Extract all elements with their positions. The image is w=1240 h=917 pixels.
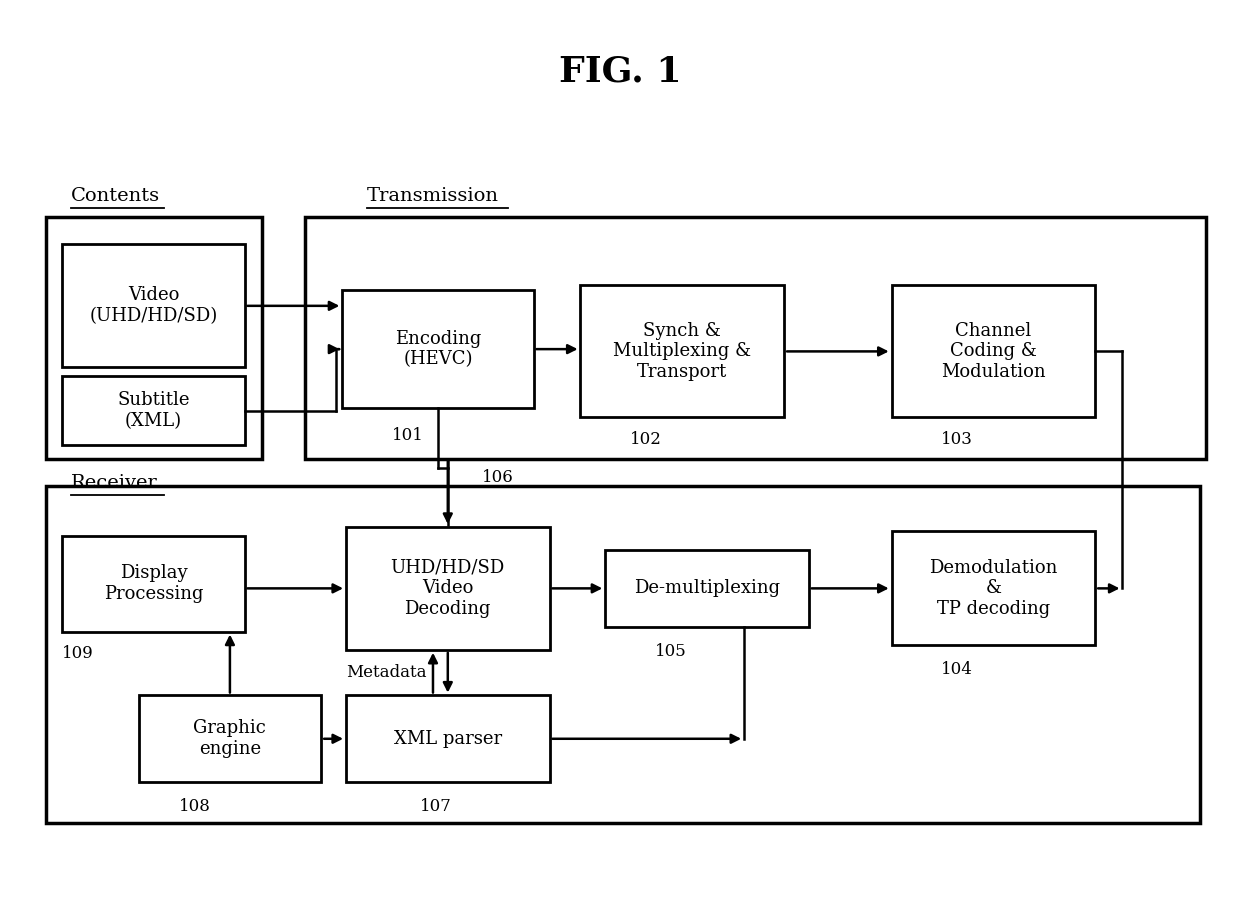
- Bar: [305, 217, 1207, 458]
- Bar: [139, 695, 321, 782]
- Text: Encoding
(HEVC): Encoding (HEVC): [394, 330, 481, 369]
- Text: 109: 109: [62, 646, 94, 662]
- Bar: [580, 285, 784, 417]
- Text: Demodulation
&
TP decoding: Demodulation & TP decoding: [929, 558, 1058, 618]
- Text: 108: 108: [180, 798, 211, 814]
- Text: XML parser: XML parser: [394, 730, 502, 747]
- Text: 106: 106: [482, 470, 513, 486]
- Bar: [605, 549, 808, 627]
- Bar: [342, 290, 533, 408]
- Bar: [346, 527, 549, 650]
- Bar: [62, 244, 244, 368]
- Bar: [46, 217, 262, 458]
- Bar: [62, 377, 244, 445]
- Text: Video
(UHD/HD/SD): Video (UHD/HD/SD): [89, 286, 217, 326]
- Bar: [62, 536, 244, 632]
- Text: Subtitle
(XML): Subtitle (XML): [117, 392, 190, 430]
- Bar: [892, 532, 1095, 646]
- Text: Transmission: Transmission: [367, 187, 498, 205]
- Text: Display
Processing: Display Processing: [104, 565, 203, 603]
- Bar: [346, 695, 549, 782]
- Bar: [892, 285, 1095, 417]
- Text: Graphic
engine: Graphic engine: [193, 719, 267, 758]
- Text: 104: 104: [941, 661, 973, 678]
- Text: UHD/HD/SD
Video
Decoding: UHD/HD/SD Video Decoding: [391, 558, 505, 618]
- Text: FIG. 1: FIG. 1: [559, 54, 681, 88]
- Text: Contents: Contents: [71, 187, 160, 205]
- Bar: [46, 486, 1200, 823]
- Text: Channel
Coding &
Modulation: Channel Coding & Modulation: [941, 322, 1045, 381]
- Text: Synch &
Multiplexing &
Transport: Synch & Multiplexing & Transport: [614, 322, 751, 381]
- Text: 103: 103: [941, 431, 973, 448]
- Text: Metadata: Metadata: [346, 664, 427, 681]
- Text: 102: 102: [630, 431, 662, 448]
- Text: Receiver: Receiver: [71, 474, 157, 492]
- Text: 105: 105: [655, 643, 686, 659]
- Text: 107: 107: [420, 798, 451, 814]
- Text: 101: 101: [392, 426, 424, 444]
- Text: De-multiplexing: De-multiplexing: [634, 580, 780, 597]
